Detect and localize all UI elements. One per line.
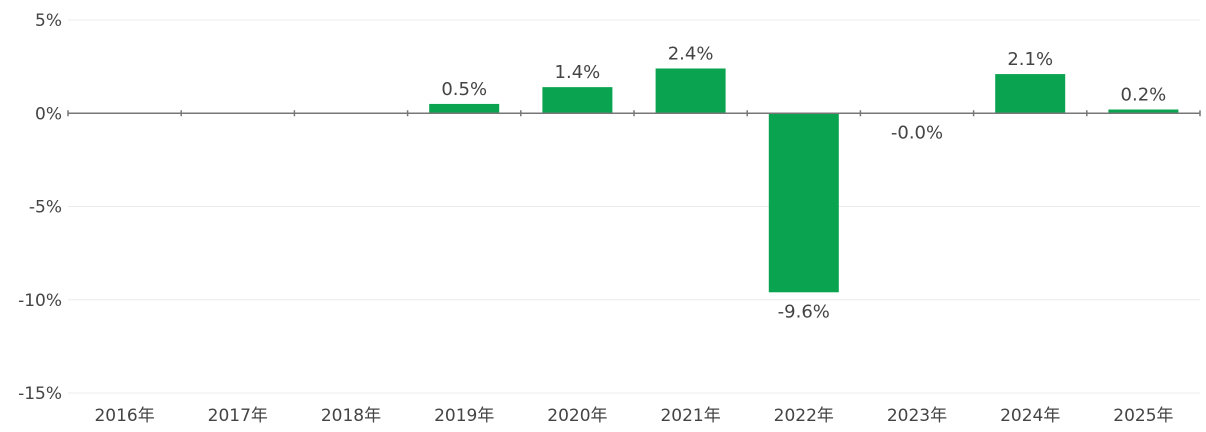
data-label: 0.2%	[1121, 85, 1167, 106]
bar	[1108, 109, 1179, 114]
zero-axis	[67, 110, 1201, 117]
x-tick-label: 2022年	[774, 406, 834, 426]
bar	[542, 87, 613, 114]
data-label: 2.4%	[668, 43, 714, 64]
bar	[995, 74, 1066, 114]
data-labels: 0.5% 1.4% 2.4% -9.6% -0.0% 2.1% 0.2%	[441, 43, 1166, 322]
bar	[429, 103, 500, 114]
x-tick-label: 2025年	[1113, 406, 1173, 426]
data-label: 0.5%	[441, 79, 487, 100]
data-label: -9.6%	[778, 301, 830, 322]
y-tick-label: 5%	[35, 11, 62, 31]
x-tick-label: 2018年	[321, 406, 381, 426]
y-tick-label: -15%	[18, 384, 62, 404]
x-tick-label: 2017年	[208, 406, 268, 426]
x-tick-label: 2016年	[94, 406, 154, 426]
data-label: -0.0%	[891, 122, 943, 143]
y-axis-ticks: 5% 0% -5% -10% -15%	[18, 11, 62, 404]
x-tick-label: 2021年	[660, 406, 720, 426]
x-axis-ticks: 2016年 2017年 2018年 2019年 2020年 2021年 2022年 2023年…	[94, 406, 1173, 426]
bars	[429, 68, 1179, 293]
y-tick-label: 0%	[35, 104, 62, 124]
x-tick-label: 2019年	[434, 406, 494, 426]
data-label: 1.4%	[555, 62, 601, 83]
data-label: 2.1%	[1007, 49, 1053, 70]
x-tick-label: 2020年	[547, 406, 607, 426]
y-tick-label: -5%	[29, 198, 62, 218]
x-tick-label: 2024年	[1000, 406, 1060, 426]
bar	[655, 68, 726, 114]
y-tick-label: -10%	[18, 291, 62, 311]
x-tick-label: 2023年	[887, 406, 947, 426]
bar	[768, 113, 839, 293]
grid-lines	[68, 19, 1200, 394]
